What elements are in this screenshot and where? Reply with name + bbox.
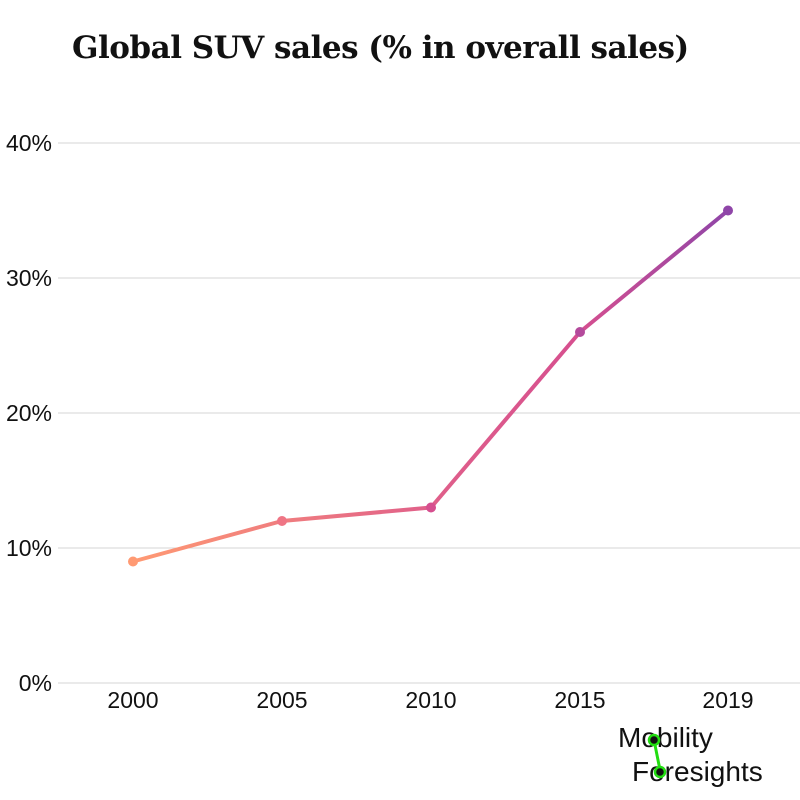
data-point xyxy=(128,556,138,567)
data-point xyxy=(723,205,733,216)
x-axis-ticks: 2000 2005 2010 2015 2019 xyxy=(107,687,753,713)
logo-text-line1: Mobility xyxy=(618,722,713,753)
mobility-foresights-logo: Mobility Foresights xyxy=(618,720,793,790)
y-tick-label: 10% xyxy=(6,535,52,561)
x-tick-label: 2005 xyxy=(256,687,307,713)
data-point xyxy=(277,516,287,526)
y-tick-label: 0% xyxy=(19,670,52,696)
x-tick-label: 2010 xyxy=(405,687,456,713)
y-tick-label: 20% xyxy=(6,400,52,426)
data-point xyxy=(426,502,436,513)
logo-connector-icon xyxy=(647,733,667,779)
y-tick-label: 30% xyxy=(6,265,52,291)
y-axis-ticks: 0% 10% 20% 30% 40% xyxy=(6,130,52,696)
y-tick-label: 40% xyxy=(6,130,52,156)
chart-title: Global SUV sales (% in overall sales) xyxy=(72,30,689,66)
data-point xyxy=(575,327,585,337)
x-tick-label: 2019 xyxy=(702,687,753,713)
x-tick-label: 2000 xyxy=(107,687,158,713)
x-tick-label: 2015 xyxy=(554,687,605,713)
series-suv-share xyxy=(128,205,733,567)
gridlines xyxy=(58,142,800,684)
